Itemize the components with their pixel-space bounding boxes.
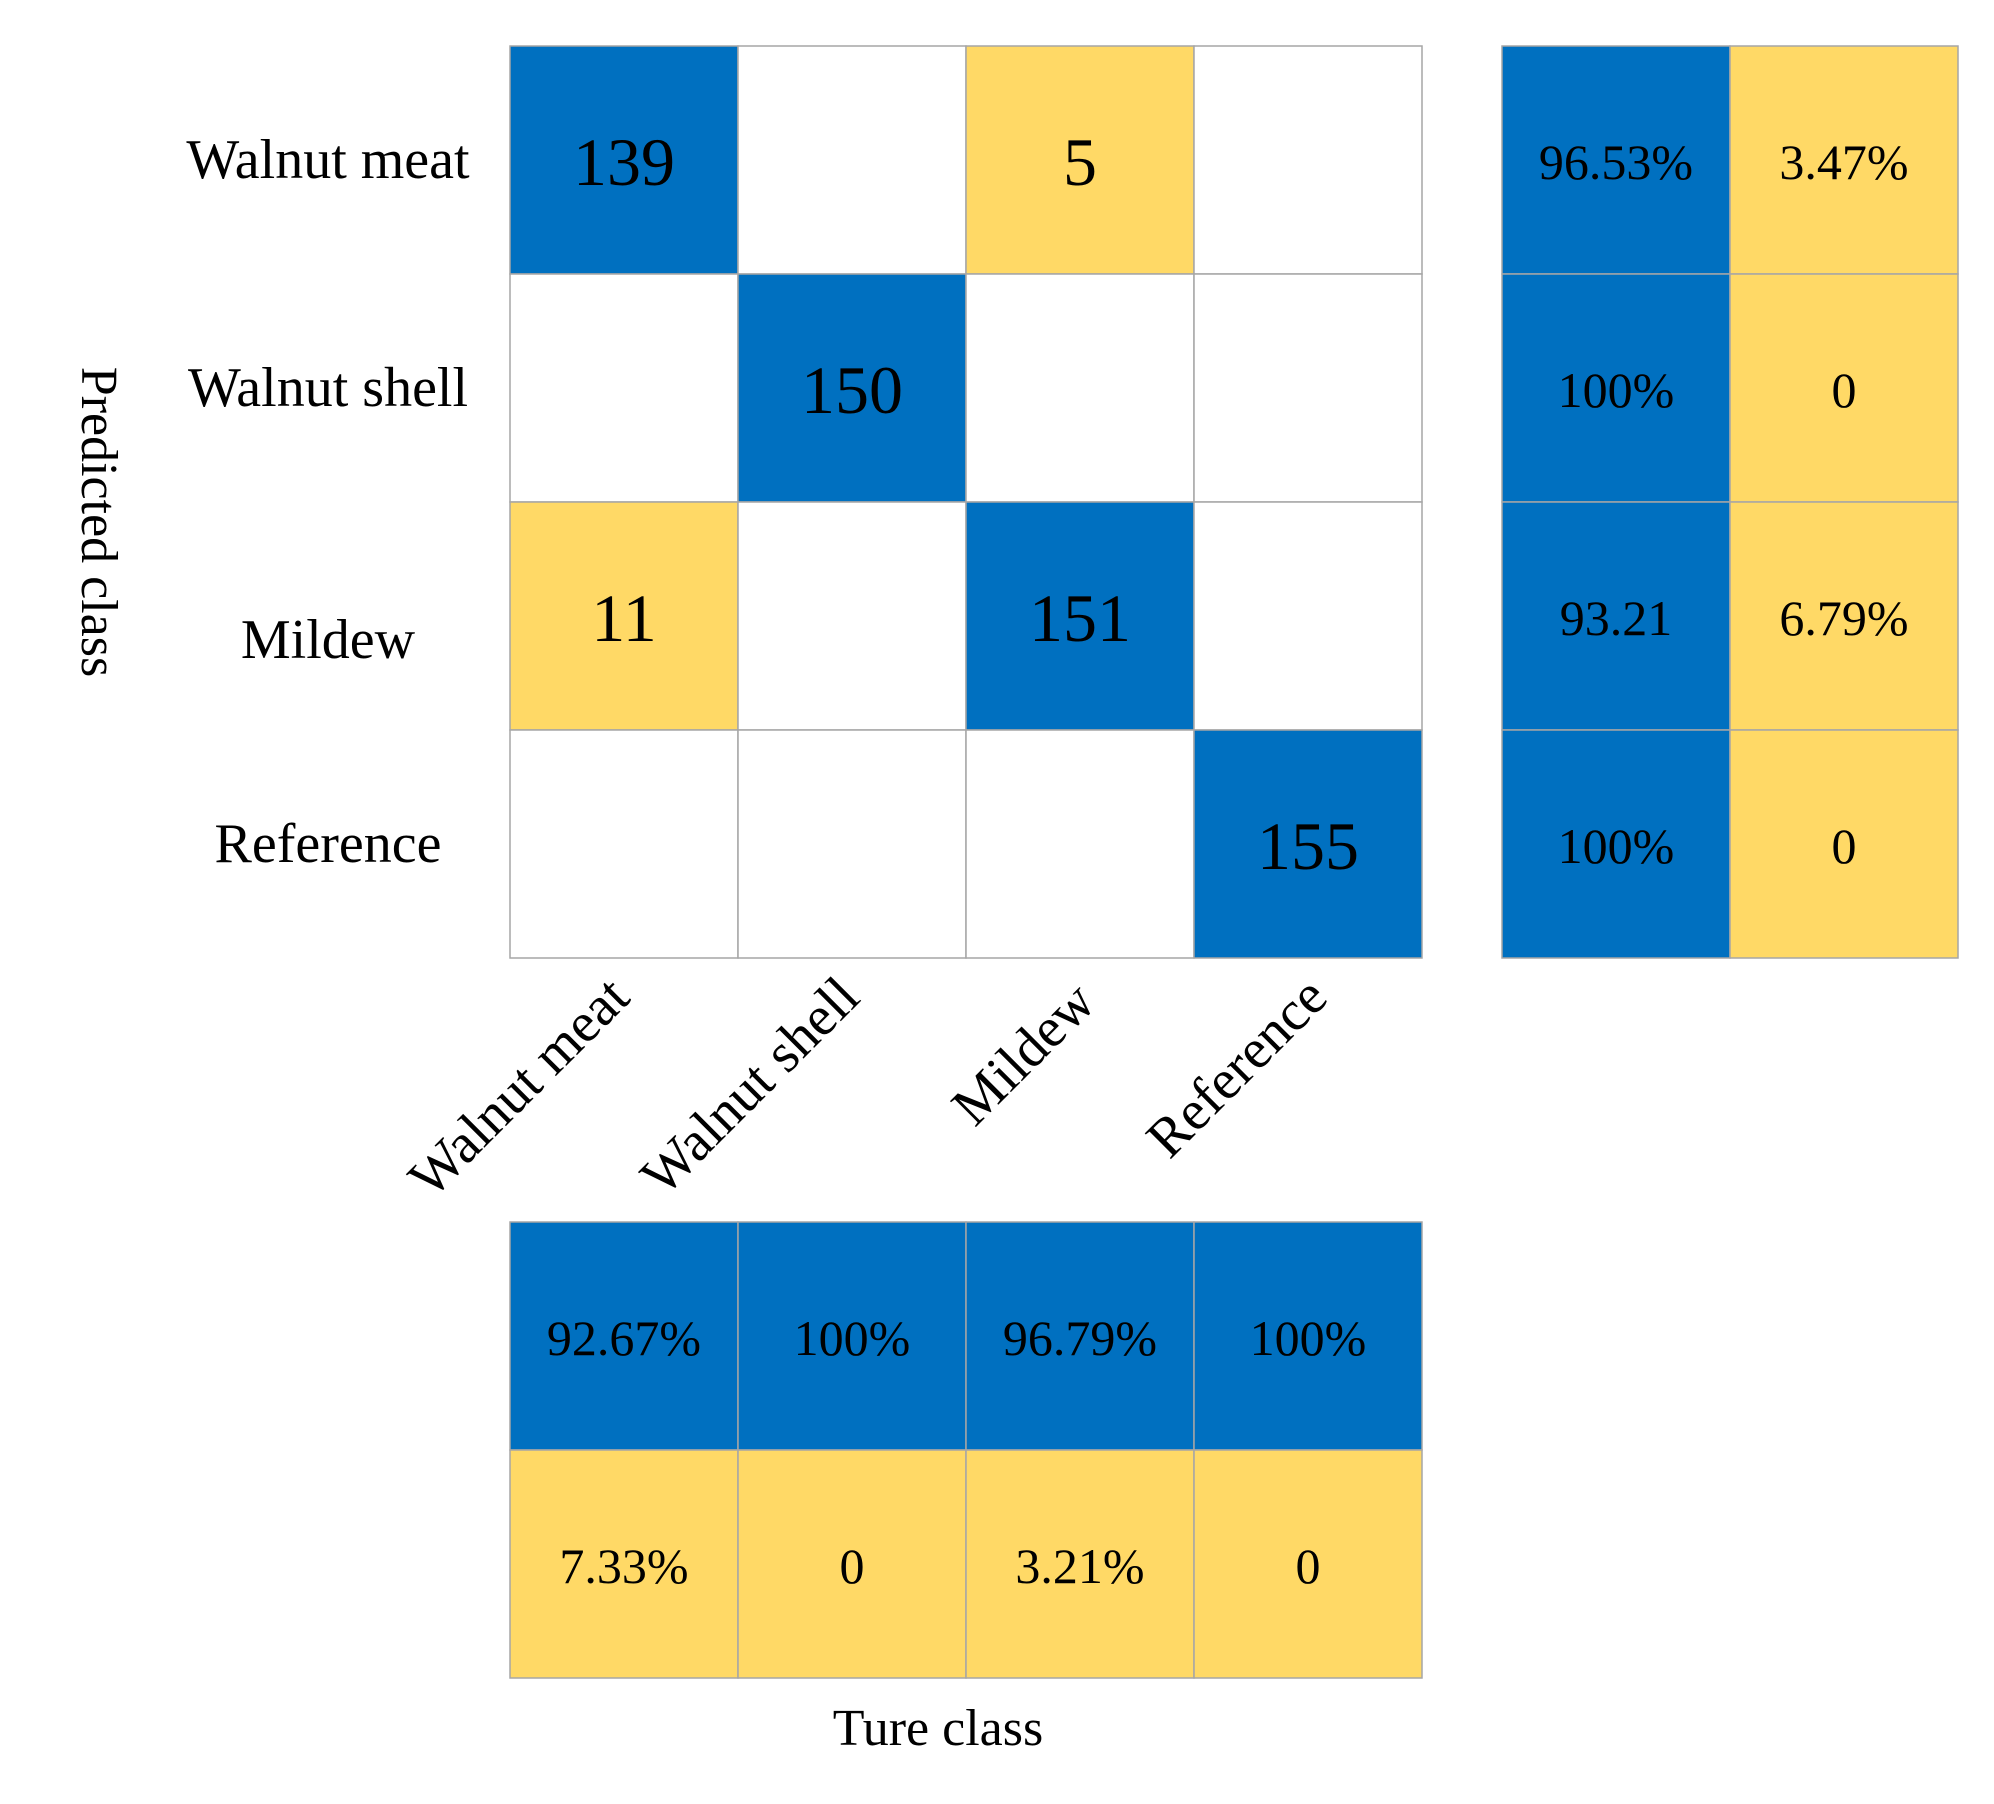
- matrix-cell-value: 139: [573, 124, 675, 200]
- matrix-cell-value: 150: [801, 352, 903, 428]
- matrix-cell: [965, 45, 1195, 275]
- row-tick-label: Walnut meat: [186, 129, 470, 191]
- column-summary-cell: [965, 1221, 1195, 1451]
- matrix-cell: [737, 45, 967, 275]
- column-summary-value: 7.33%: [559, 1538, 688, 1594]
- column-summary-cell: [509, 1449, 739, 1679]
- matrix-cell: [965, 729, 1195, 959]
- matrix-cell: [1193, 501, 1423, 731]
- column-summary-value: 100%: [1250, 1310, 1367, 1366]
- matrix-cell: [1193, 45, 1423, 275]
- row-tick-label: Walnut shell: [188, 357, 468, 419]
- row-summary-cell: [1729, 501, 1959, 731]
- column-summary-cells: 92.67% 100% 96.79% 100% 7.33% 0 3.21% 0: [509, 1221, 1423, 1679]
- matrix-cell: [965, 501, 1195, 731]
- matrix-cell: [509, 273, 739, 503]
- column-summary-value: 3.21%: [1015, 1538, 1144, 1594]
- column-summary-cell: [737, 1449, 967, 1679]
- row-summary-value: 3.47%: [1779, 134, 1908, 190]
- column-tick-label: Walnut meat: [397, 965, 641, 1209]
- column-summary-cell: [965, 1449, 1195, 1679]
- column-summary-cell: [1193, 1221, 1423, 1451]
- column-tick-label: Mildew: [940, 970, 1107, 1137]
- row-tick-label: Reference: [215, 813, 442, 875]
- column-summary-value: 0: [840, 1538, 865, 1594]
- x-axis-label: Ture class: [833, 1700, 1043, 1757]
- predicted-class-tick-labels: Walnut meat Walnut shell Mildew Reference: [186, 129, 470, 875]
- row-summary-cell: [1729, 273, 1959, 503]
- column-summary-cell: [737, 1221, 967, 1451]
- matrix-cells: 139 5 150 11 151 155: [509, 45, 1423, 959]
- row-summary-value: 6.79%: [1779, 590, 1908, 646]
- row-summary-value: 93.21: [1560, 590, 1673, 646]
- matrix-cell: [737, 729, 967, 959]
- row-tick-label: Mildew: [241, 609, 416, 671]
- row-summary-value: 100%: [1558, 818, 1675, 874]
- matrix-cell: [1193, 273, 1423, 503]
- column-tick-label: Reference: [1135, 965, 1339, 1169]
- matrix-cell-value: 5: [1063, 124, 1097, 200]
- matrix-cell: [737, 273, 967, 503]
- row-summary-cells: 96.53% 3.47% 100% 0 93.21 6.79% 100% 0: [1501, 45, 1959, 959]
- row-summary-cell: [1729, 729, 1959, 959]
- matrix-cell-value: 11: [591, 580, 656, 656]
- matrix-cell: [965, 273, 1195, 503]
- column-summary-value: 100%: [794, 1310, 911, 1366]
- column-summary-value: 92.67%: [547, 1310, 701, 1366]
- row-summary-cell: [1729, 45, 1959, 275]
- column-summary-cell: [1193, 1449, 1423, 1679]
- row-summary-value: 96.53%: [1539, 134, 1693, 190]
- y-axis-label: Predicted class: [70, 367, 127, 677]
- matrix-cell-value: 151: [1029, 580, 1131, 656]
- row-summary-cell: [1501, 729, 1731, 959]
- matrix-cell: [509, 45, 739, 275]
- matrix-cell-value: 155: [1257, 808, 1359, 884]
- row-summary-value: 0: [1832, 818, 1857, 874]
- column-tick-label: Walnut shell: [629, 965, 871, 1207]
- column-summary-cell: [509, 1221, 739, 1451]
- matrix-cell: [509, 501, 739, 731]
- column-summary-value: 0: [1296, 1538, 1321, 1594]
- matrix-cell: [1193, 729, 1423, 959]
- row-summary-value: 100%: [1558, 362, 1675, 418]
- row-summary-value: 0: [1832, 362, 1857, 418]
- matrix-cell: [737, 501, 967, 731]
- column-summary-value: 96.79%: [1003, 1310, 1157, 1366]
- matrix-cell: [509, 729, 739, 959]
- row-summary-cell: [1501, 45, 1731, 275]
